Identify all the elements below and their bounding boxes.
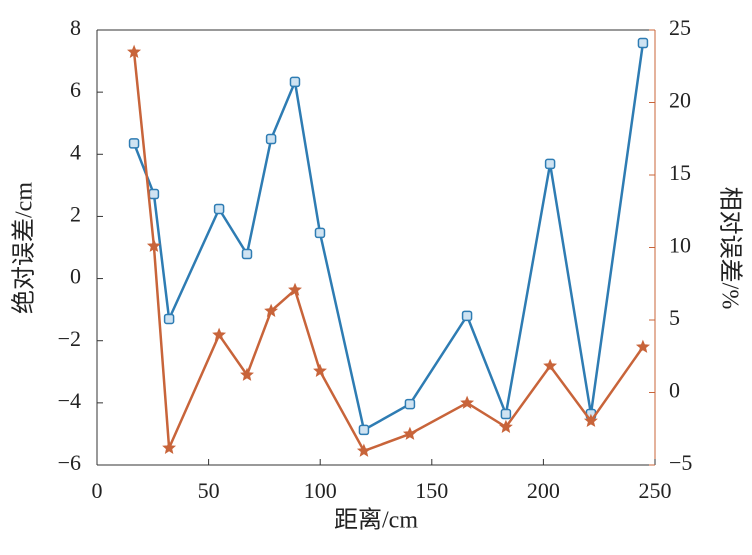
y-tick-label: −6 (58, 450, 81, 475)
marker (404, 398, 416, 410)
marker (265, 133, 277, 145)
marker (213, 203, 225, 215)
y-tick-label: −2 (58, 326, 81, 351)
marker (128, 138, 140, 149)
x-tick-label: 150 (415, 478, 448, 503)
x-tick-label: 250 (639, 478, 672, 503)
marker (288, 282, 302, 296)
marker (460, 395, 475, 409)
y-tick-label: 8 (70, 15, 81, 40)
marker (146, 238, 161, 252)
marker (356, 443, 371, 457)
marker (637, 37, 649, 49)
x-tick-label: 0 (92, 478, 103, 503)
marker (313, 363, 327, 377)
marker (544, 158, 556, 170)
marker (212, 327, 227, 341)
y-axis-label: 绝对误差/cm (11, 182, 38, 314)
x-tick-label: 200 (527, 478, 560, 503)
y-tick-label: 2 (70, 201, 81, 226)
y-tick-label: 0 (70, 264, 81, 289)
y2-tick-label: 15 (669, 160, 691, 185)
marker (264, 303, 279, 317)
marker (289, 76, 301, 88)
x-tick-label: 50 (198, 478, 220, 503)
marker (162, 440, 177, 454)
marker (583, 413, 598, 427)
x-axis-label: 距离/cm (334, 507, 418, 534)
marker (240, 367, 254, 381)
y2-tick-label: −5 (669, 450, 692, 475)
series-line (132, 51, 644, 453)
y2-tick-label: 25 (669, 15, 691, 40)
marker (543, 358, 558, 372)
marker (635, 339, 650, 353)
marker (461, 310, 473, 322)
marker (163, 313, 175, 325)
y2-tick-label: 5 (669, 305, 680, 330)
y2-tick-label: 0 (669, 378, 680, 403)
marker (358, 424, 370, 436)
series-line (132, 42, 645, 432)
y2-tick-label: 20 (669, 88, 691, 113)
y-tick-label: −4 (58, 388, 81, 413)
y2-axis-label: 相对误差/% (716, 187, 743, 310)
marker (500, 408, 512, 420)
marker (314, 227, 326, 239)
marker (127, 44, 142, 58)
marker (241, 248, 253, 260)
y-tick-label: 6 (70, 77, 81, 102)
marker (402, 426, 417, 440)
marker (148, 188, 160, 200)
y2-tick-label: 10 (669, 233, 691, 258)
y-tick-label: 4 (70, 139, 81, 164)
marker (498, 419, 513, 433)
x-tick-label: 100 (304, 478, 337, 503)
